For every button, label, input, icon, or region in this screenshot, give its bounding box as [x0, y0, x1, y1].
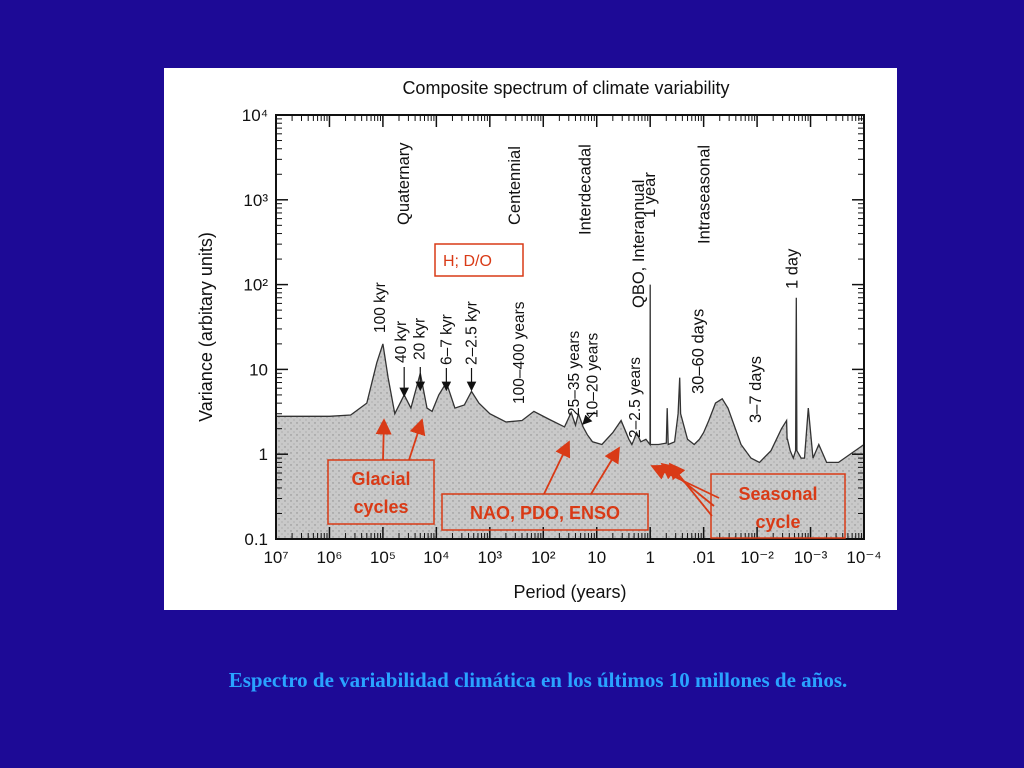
box-glacial-line-2: cycles: [353, 497, 408, 517]
x-tick-label: 10⁶: [316, 548, 342, 567]
annotation-2-2.5-kyr: 2–2.5 kyr: [464, 301, 481, 365]
annotation-1-year: 1 year: [641, 172, 659, 218]
annotation-intraseasonal: Intraseasonal: [696, 145, 714, 244]
box-seasonal-line-1: Seasonal: [738, 484, 817, 504]
x-tick-label: 10: [587, 548, 606, 567]
annotation-quaternary: Quaternary: [395, 142, 413, 225]
x-tick-label: 10⁵: [370, 548, 396, 567]
annotation-1-day: 1 day: [783, 248, 801, 289]
y-tick-label: 1: [259, 445, 268, 464]
annotation-3-7-days: 3–7 days: [747, 356, 765, 423]
chart-title: Composite spectrum of climate variabilit…: [402, 78, 729, 98]
x-tick-label: 10³: [478, 548, 503, 567]
spectrum-line: [276, 284, 865, 464]
peak-arrow: [582, 411, 595, 425]
annotation-25-35-years: 25–35 years: [566, 330, 583, 416]
x-tick-label: 1: [645, 548, 654, 567]
x-tick-label: 10⁴: [423, 548, 449, 567]
box-h-do-label: H; D/O: [443, 253, 492, 270]
annotation-interdecadal: Interdecadal: [577, 144, 595, 235]
chart-figure: Composite spectrum of climate variabilit…: [164, 68, 897, 610]
red-arrow: [543, 440, 571, 495]
y-tick-label: 10: [249, 360, 268, 379]
x-tick-label: 10⁷: [263, 548, 288, 567]
annotation-2-2.5-years: 2–2.5 years: [627, 357, 644, 438]
caption: Espectro de variabilidad climática en lo…: [228, 668, 848, 692]
y-tick-label: 0.1: [244, 530, 268, 549]
box-glacial-line-1: Glacial: [351, 469, 410, 489]
y-tick-label: 10⁴: [242, 106, 268, 125]
x-tick-label: 10⁻²: [740, 548, 774, 567]
climate-spectrum-chart: Composite spectrum of climate variabilit…: [196, 78, 882, 602]
y-axis-label: Variance (arbitary units): [196, 232, 216, 422]
spectrum-area: [276, 284, 864, 539]
box-nao-label: NAO, PDO, ENSO: [470, 503, 620, 523]
annotation-10-20-years: 10–20 years: [584, 332, 601, 418]
x-tick-label: 10²: [531, 548, 556, 567]
box-h-do: [434, 243, 524, 277]
annotation-100-kyr: 100 kyr: [372, 282, 389, 333]
annotation-centennial: Centennial: [506, 146, 524, 225]
annotation-30-60-days: 30–60 days: [689, 309, 707, 394]
box-nao-pdo-enso: [441, 493, 649, 531]
red-arrow: [408, 418, 426, 461]
annotation-6-7-kyr: 6–7 kyr: [438, 314, 455, 365]
x-tick-label: .01: [692, 548, 716, 567]
x-axis-label: Period (years): [513, 582, 626, 602]
annotation-20-kyr: 20 kyr: [411, 318, 428, 360]
red-arrow: [375, 418, 392, 461]
y-tick-label: 10²: [243, 276, 268, 295]
annotation-100-400-years: 100–400 years: [511, 301, 528, 404]
x-tick-label: 10⁻⁴: [846, 548, 881, 567]
box-seasonal-cycle: [710, 473, 846, 539]
annotation-40-kyr: 40 kyr: [393, 321, 410, 363]
box-seasonal-line-2: cycle: [755, 512, 800, 532]
box-glacial-cycles: [327, 459, 435, 525]
red-arrow: [590, 446, 620, 495]
plot-frame: [275, 114, 865, 540]
x-tick-label: 10⁻³: [794, 548, 828, 567]
red-arrow: [668, 462, 713, 517]
y-tick-label: 10³: [243, 191, 268, 210]
annotation-qbo-interannual: QBO, Interannual: [630, 180, 648, 308]
